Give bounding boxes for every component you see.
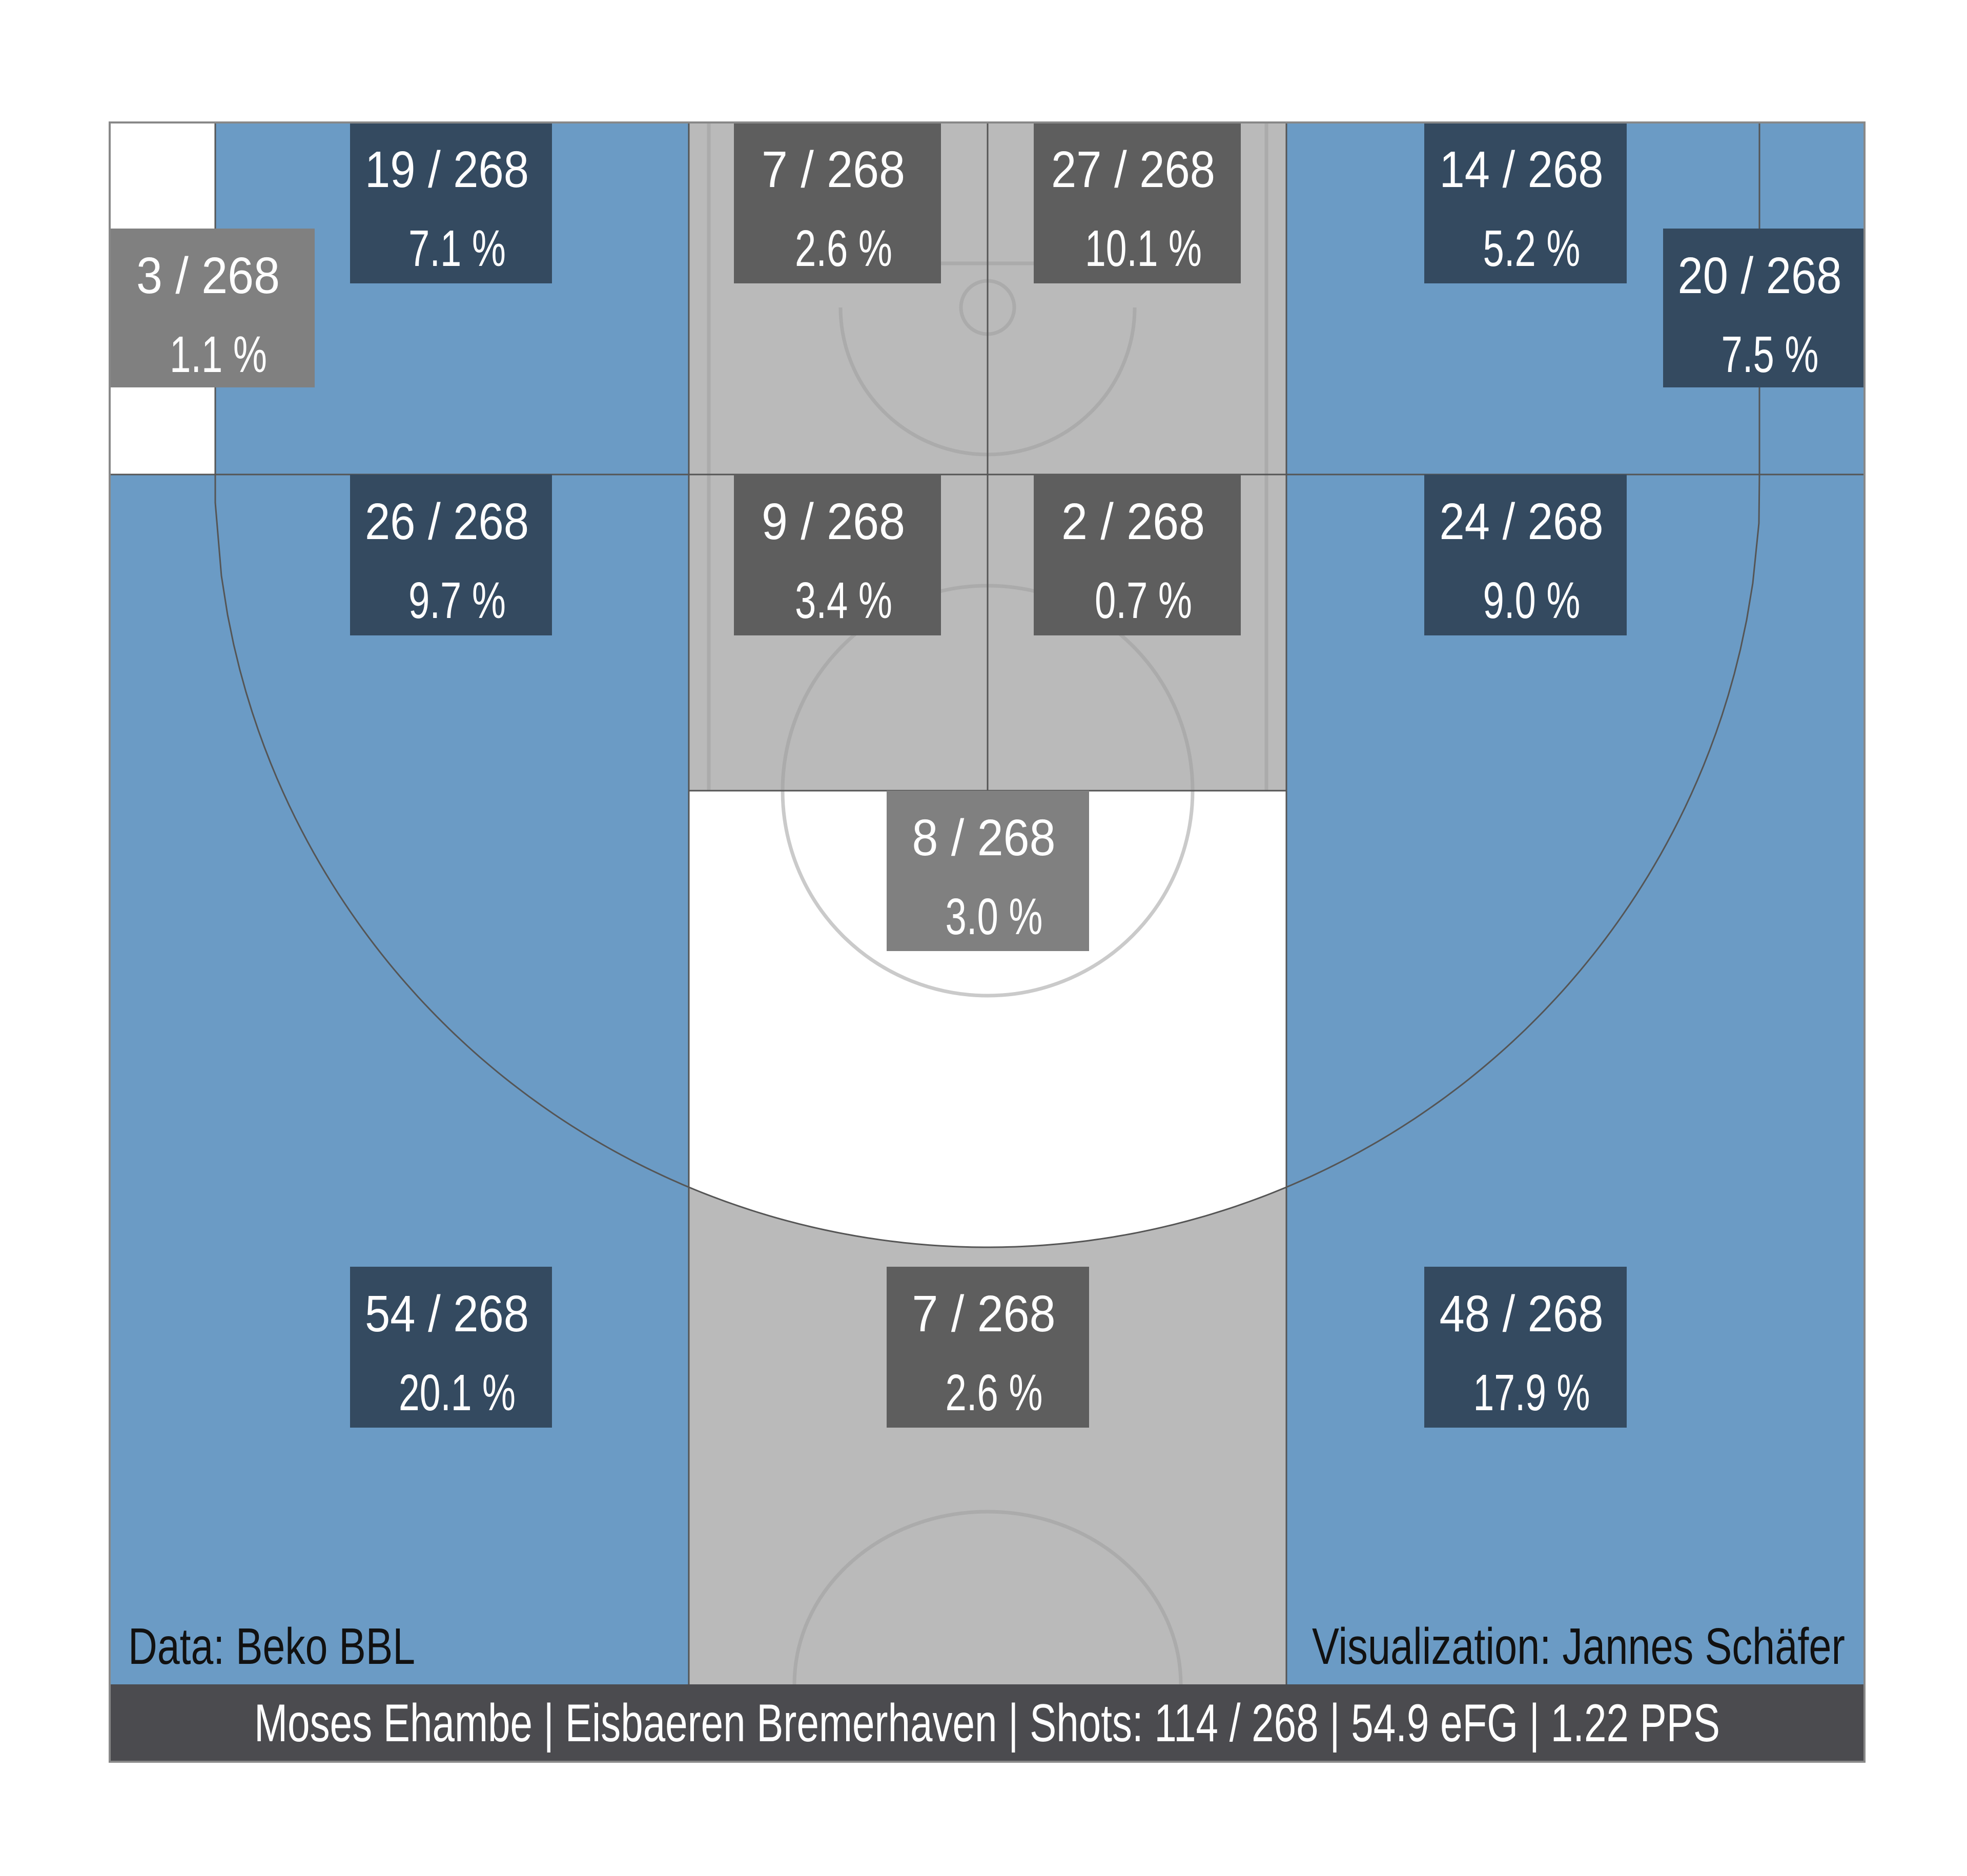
zone-shot-count: 8 / 268	[912, 809, 1056, 867]
zone-shot-count: 7 / 268	[762, 141, 905, 198]
zone-shot-count: 20 / 268	[1678, 247, 1842, 304]
zone-shot-share: 2.6 %	[795, 220, 892, 277]
zone-label-right-wing-mid: 24 / 268 9.0 %	[1424, 475, 1627, 635]
zone-label-paint-left-mid: 9 / 268 3.4 %	[734, 475, 941, 635]
zone-label-left-wing-upper: 19 / 268 7.1 %	[350, 122, 552, 283]
zone-shot-share: 2.6 %	[946, 1364, 1043, 1421]
zone-label-box	[734, 475, 941, 635]
zone-label-right-wing-upper: 14 / 268 5.2 %	[1424, 122, 1627, 283]
zone-shot-count: 9 / 268	[762, 493, 905, 550]
zone-label-box	[887, 791, 1089, 951]
data-source-credit: Data: Beko BBL	[128, 1618, 415, 1675]
zone-label-box	[350, 122, 552, 283]
zone-label-box	[1663, 229, 1864, 387]
zone-shot-count: 24 / 268	[1440, 493, 1604, 550]
zone-shot-share: 10.1 %	[1085, 220, 1202, 277]
zone-label-box	[887, 1267, 1089, 1428]
zone-label-box	[350, 475, 552, 635]
zone-label-left-wing-mid: 26 / 268 9.7 %	[350, 475, 552, 635]
zone-label-left-corner-three: 3 / 268 1.1 %	[110, 229, 315, 387]
zone-shot-share: 0.7 %	[1095, 572, 1192, 629]
zone-shot-count: 26 / 268	[365, 493, 529, 550]
zone-shot-count: 54 / 268	[365, 1285, 529, 1343]
zone-shot-share: 7.5 %	[1722, 326, 1819, 383]
zone-label-paint-right-mid: 2 / 268 0.7 %	[1034, 475, 1241, 635]
zone-shot-share: 9.0 %	[1483, 572, 1581, 629]
zone-label-right-corner-three: 20 / 268 7.5 %	[1663, 229, 1864, 387]
zone-shot-share: 3.0 %	[946, 888, 1043, 945]
zone-shot-share: 9.7 %	[408, 572, 506, 629]
three-point-arc	[214, 474, 1760, 1248]
zone-label-left-deep-three: 54 / 268 20.1 %	[350, 1267, 552, 1428]
zone-label-paint-left-baseline: 7 / 268 2.6 %	[734, 122, 941, 283]
footer-bar	[110, 1684, 1864, 1762]
zone-labels: 3 / 268 1.1 % 19 / 268 7.1 % 7 / 268 2.6 % 27 …	[110, 122, 1864, 1428]
footer-summary: Moses Ehambe | Eisbaeren Bremerhaven | S…	[254, 1694, 1720, 1753]
zone-shot-share: 17.9 %	[1473, 1364, 1590, 1421]
zone-shot-count: 27 / 268	[1051, 141, 1215, 198]
zone-shot-count: 19 / 268	[365, 141, 529, 198]
zone-shot-share: 3.4 %	[795, 572, 892, 629]
zone-label-box	[1424, 1267, 1627, 1428]
zone-label-paint-right-baseline: 27 / 268 10.1 %	[1034, 122, 1241, 283]
zone-shot-count: 14 / 268	[1440, 141, 1604, 198]
zone-free-throw-top	[689, 791, 1286, 1247]
zone-shot-count: 2 / 268	[1061, 493, 1205, 550]
zone-shot-count: 7 / 268	[912, 1285, 1056, 1343]
zone-label-right-deep-three: 48 / 268 17.9 %	[1424, 1267, 1627, 1428]
zone-label-box	[110, 229, 315, 387]
zone-label-box	[734, 122, 941, 283]
zone-shot-count: 48 / 268	[1440, 1285, 1604, 1343]
visualization-credit: Visualization: Jannes Schäfer	[1312, 1618, 1845, 1675]
zone-label-box	[350, 1267, 552, 1428]
zone-label-top-deep-three: 7 / 268 2.6 %	[887, 1267, 1089, 1428]
center-circle-arc	[792, 1510, 1183, 1685]
zone-shot-share: 1.1 %	[170, 326, 267, 383]
plot-frame	[109, 121, 1866, 1763]
zone-label-box	[1034, 475, 1241, 635]
zone-shot-share: 5.2 %	[1483, 220, 1581, 277]
zone-label-free-throw-top: 8 / 268 3.0 %	[887, 791, 1089, 951]
zone-label-box	[1424, 122, 1627, 283]
zone-label-box	[1034, 122, 1241, 283]
zone-shot-share: 7.1 %	[408, 220, 506, 277]
zone-shot-count: 3 / 268	[136, 247, 280, 304]
zone-shot-share: 20.1 %	[399, 1364, 516, 1421]
zone-label-box	[1424, 475, 1627, 635]
